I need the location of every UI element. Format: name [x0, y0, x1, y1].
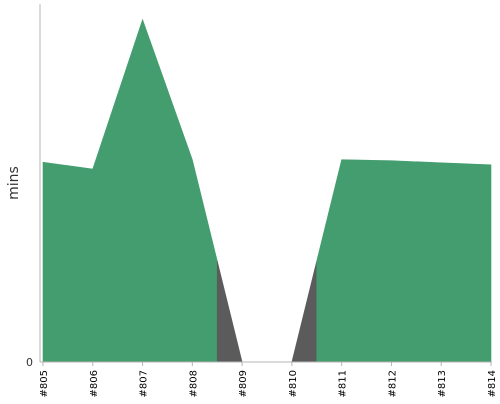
y-tick-layer: 0 [26, 356, 33, 369]
x-tick-label: #806 [89, 370, 100, 397]
x-tick-label: #808 [188, 370, 199, 397]
x-tick-label: #805 [39, 370, 50, 397]
x-tick-layer: #805 #806 #807 #808 #809 #810 #811 #812 #813 #814 [39, 362, 498, 397]
x-tick-label: #810 [288, 370, 299, 397]
x-tick-label: #807 [139, 370, 150, 397]
area-segment-build-813[interactable] [416, 161, 467, 363]
y-tick-label: 0 [26, 356, 33, 369]
area-segment-build-807[interactable] [117, 18, 168, 363]
x-tick-label: #813 [437, 370, 448, 397]
area-segment-build-812[interactable] [366, 159, 417, 363]
x-tick-label: #809 [238, 370, 249, 397]
area-layer [42, 18, 492, 363]
y-axis-label: mins [6, 166, 22, 200]
x-tick-label: #811 [338, 370, 349, 397]
area-segment-build-814[interactable] [465, 163, 492, 363]
area-segment-build-808[interactable] [167, 89, 218, 363]
x-tick-label: #812 [387, 370, 398, 397]
area-segment-build-806[interactable] [67, 94, 118, 363]
area-segment-build-809[interactable] [216, 260, 267, 363]
area-segment-build-810[interactable] [267, 260, 318, 363]
area-segment-build-811[interactable] [316, 159, 367, 363]
area-segment-build-805[interactable] [42, 161, 69, 363]
x-tick-label: #814 [487, 370, 498, 397]
